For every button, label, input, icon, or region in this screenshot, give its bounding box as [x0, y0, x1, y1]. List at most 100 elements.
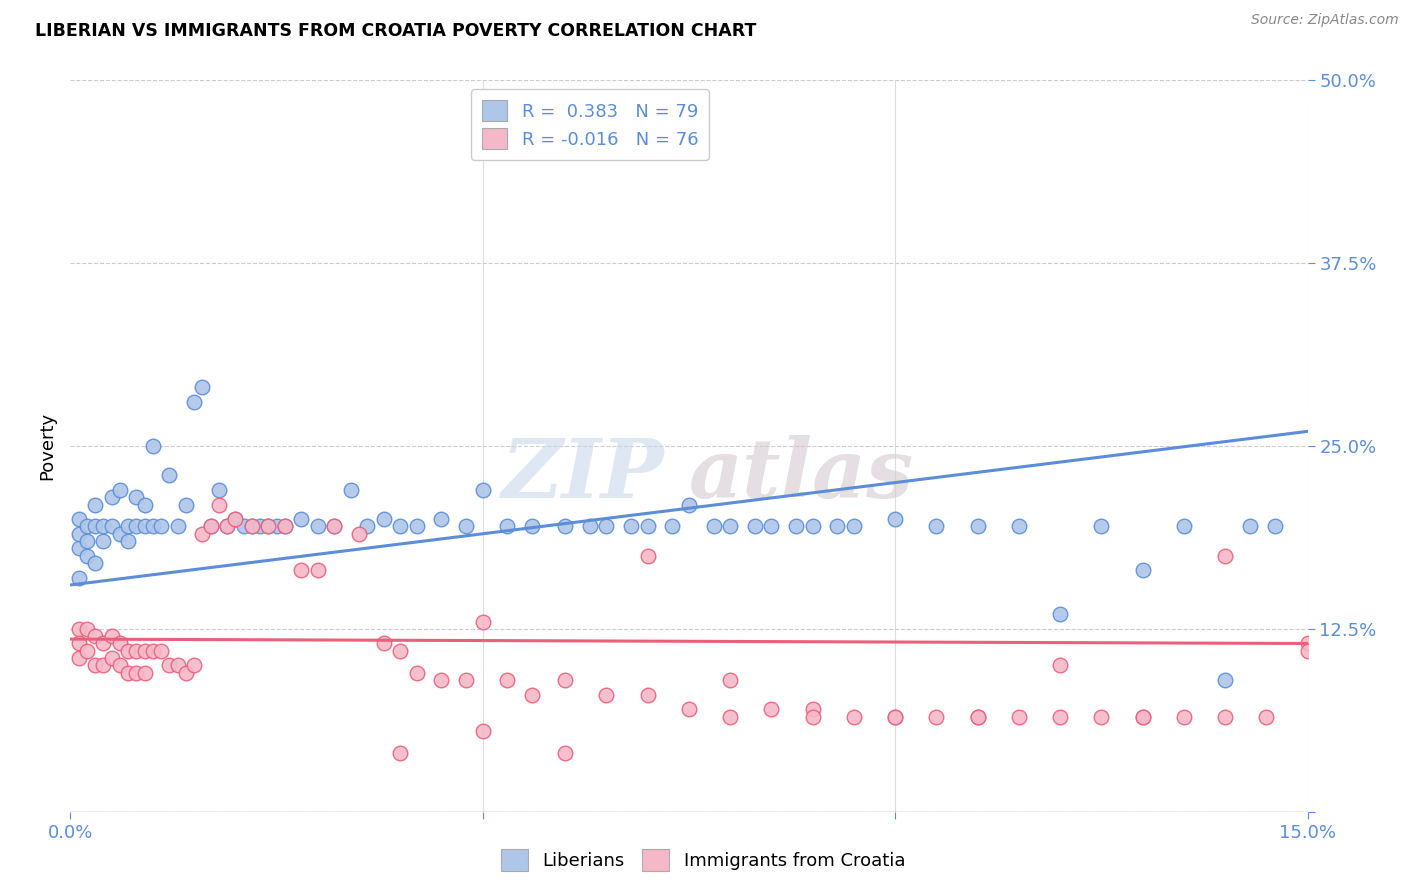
Point [240, 519, 263, 533]
Point [471, 483, 494, 497]
Point [761, 519, 783, 533]
Text: Source: ZipAtlas.com: Source: ZipAtlas.com [1251, 13, 1399, 28]
Point [801, 519, 824, 533]
Point [183, 658, 205, 673]
Point [142, 644, 165, 658]
Point [84, 658, 107, 673]
Point [76, 622, 98, 636]
Point [274, 519, 297, 533]
Point [678, 498, 700, 512]
Point [323, 519, 346, 533]
Point [67, 651, 90, 665]
Point [191, 380, 214, 394]
Point [496, 673, 519, 687]
Point [108, 526, 131, 541]
Point [84, 498, 107, 512]
Point [884, 709, 907, 723]
Point [174, 498, 197, 512]
Point [430, 512, 453, 526]
Point [91, 658, 114, 673]
Point [554, 746, 576, 760]
Point [67, 526, 90, 541]
Point [801, 702, 824, 716]
Point [1264, 519, 1286, 533]
Point [1173, 519, 1195, 533]
Point [183, 395, 205, 409]
Point [91, 519, 114, 533]
Point [456, 673, 478, 687]
Point [200, 519, 222, 533]
Point [339, 483, 361, 497]
Point [554, 673, 576, 687]
Legend: R =  0.383   N = 79, R = -0.016   N = 76: R = 0.383 N = 79, R = -0.016 N = 76 [471, 89, 709, 160]
Point [1049, 709, 1071, 723]
Point [522, 688, 544, 702]
Text: LIBERIAN VS IMMIGRANTS FROM CROATIA POVERTY CORRELATION CHART: LIBERIAN VS IMMIGRANTS FROM CROATIA POVE… [35, 22, 756, 40]
Point [718, 709, 741, 723]
Point [274, 519, 297, 533]
Point [884, 512, 907, 526]
Point [1213, 549, 1236, 563]
Point [91, 534, 114, 549]
Point [827, 519, 849, 533]
Point [215, 519, 238, 533]
Point [373, 512, 395, 526]
Point [496, 519, 519, 533]
Point [290, 563, 312, 577]
Point [842, 519, 865, 533]
Point [1008, 709, 1031, 723]
Point [84, 519, 107, 533]
Point [76, 644, 98, 658]
Point [174, 665, 197, 680]
Point [1296, 644, 1319, 658]
Point [134, 519, 156, 533]
Point [108, 658, 131, 673]
Y-axis label: Poverty: Poverty [38, 412, 56, 480]
Point [785, 519, 807, 533]
Point [232, 519, 254, 533]
Point [471, 724, 494, 739]
Point [884, 709, 907, 723]
Point [150, 644, 173, 658]
Point [703, 519, 725, 533]
Point [157, 468, 180, 483]
Point [405, 519, 427, 533]
Point [76, 519, 98, 533]
Point [966, 709, 988, 723]
Point [76, 549, 98, 563]
Point [76, 534, 98, 549]
Point [117, 665, 139, 680]
Point [966, 709, 988, 723]
Point [389, 644, 412, 658]
Point [117, 519, 139, 533]
Point [125, 519, 148, 533]
Point [117, 534, 139, 549]
Point [389, 519, 412, 533]
Point [637, 688, 659, 702]
Point [150, 519, 173, 533]
Point [208, 498, 231, 512]
Point [637, 549, 659, 563]
Point [661, 519, 683, 533]
Point [347, 526, 370, 541]
Point [373, 636, 395, 650]
Point [1213, 673, 1236, 687]
Point [925, 519, 948, 533]
Point [142, 439, 165, 453]
Point [356, 519, 378, 533]
Point [208, 483, 231, 497]
Point [307, 519, 329, 533]
Point [1049, 607, 1071, 622]
Point [191, 526, 214, 541]
Text: ZIP: ZIP [502, 435, 664, 516]
Point [1296, 636, 1319, 650]
Point [405, 665, 427, 680]
Point [134, 665, 156, 680]
Point [678, 702, 700, 716]
Point [100, 651, 122, 665]
Point [966, 519, 988, 533]
Point [1090, 709, 1112, 723]
Point [249, 519, 271, 533]
Point [389, 746, 412, 760]
Point [142, 519, 165, 533]
